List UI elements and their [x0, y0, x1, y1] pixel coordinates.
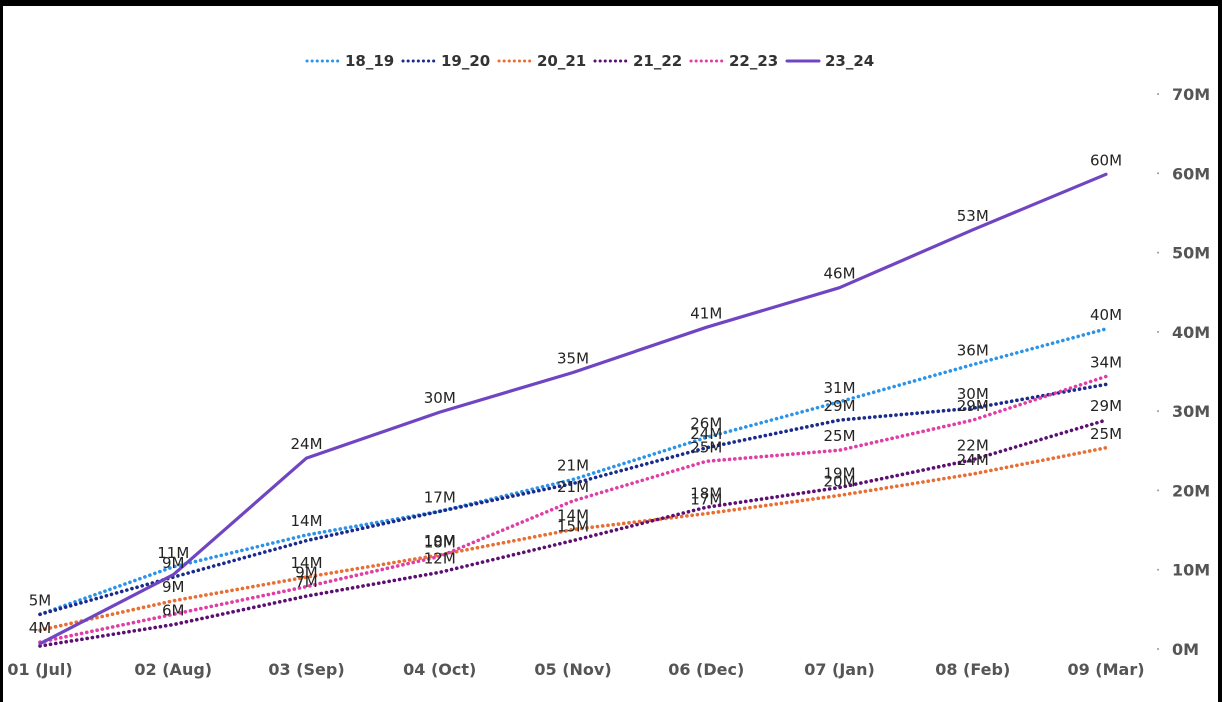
- legend: 18_19 19_20 20_21 21_22 22_23 23_24: [305, 52, 874, 70]
- y-tick-label-70m: 70M: [1172, 85, 1210, 104]
- series-line-18-19: [38, 327, 1108, 617]
- data-label-20-21-3: 10M: [424, 532, 456, 550]
- data-label-21-22-5: 18M: [690, 484, 722, 502]
- y-axis: 0M 10M 20M 30M 40M 50M 60M 70M: [1157, 85, 1210, 659]
- data-label-21-22-3: 12M: [424, 549, 456, 567]
- y-tick-label-30m: 30M: [1172, 402, 1210, 421]
- x-tick-label-07-jan: 07 (Jan): [804, 660, 875, 679]
- legend-label-18-19[interactable]: 18_19: [345, 52, 394, 70]
- x-tick-label-08-feb: 08 (Feb): [935, 660, 1010, 679]
- data-label-18-19-7: 36M: [957, 342, 989, 360]
- data-label-22-23-2: 9M: [295, 564, 318, 582]
- y-tick-mark: [1157, 648, 1159, 650]
- data-label-23-24-2: 24M: [290, 435, 322, 453]
- y-tick-mark: [1157, 410, 1159, 413]
- y-tick-label-10m: 10M: [1172, 561, 1210, 580]
- data-label-18-19-0: 5M: [29, 591, 52, 609]
- data-label-20-21-8: 25M: [1090, 425, 1122, 443]
- data-label-23-24-4: 35M: [557, 350, 589, 368]
- legend-label-21-22[interactable]: 21_22: [633, 52, 682, 70]
- series-line-22-23: [38, 374, 1108, 644]
- y-tick-label-40m: 40M: [1172, 323, 1210, 342]
- data-label-23-24-3: 30M: [424, 389, 456, 407]
- data-label-20-21-1: 9M: [162, 578, 185, 596]
- data-label-21-22-1: 6M: [162, 602, 185, 620]
- series-line-20-21: [38, 445, 1108, 633]
- legend-label-23-24[interactable]: 23_24: [825, 52, 874, 70]
- x-tick-label-04-oct: 04 (Oct): [403, 660, 476, 679]
- data-label-19-20-7: 30M: [957, 385, 989, 403]
- data-labels: 5M11M14M17M21M26M31M36M40M9M24M29M30M9M1…: [29, 151, 1122, 637]
- data-label-18-19-3: 17M: [424, 488, 456, 506]
- data-label-21-22-2: 7M: [295, 573, 318, 591]
- series-line-21-22: [38, 418, 1108, 648]
- y-tick-mark: [1157, 568, 1159, 571]
- data-label-22-23-3: 18M: [424, 533, 456, 551]
- data-label-19-20-1: 9M: [162, 554, 185, 572]
- legend-label-20-21[interactable]: 20_21: [537, 52, 586, 70]
- x-tick-label-09-mar: 09 (Mar): [1067, 660, 1144, 679]
- data-label-20-21-2: 14M: [290, 554, 322, 572]
- legend-label-19-20[interactable]: 19_20: [441, 52, 490, 70]
- y-tick-mark: [1157, 489, 1159, 492]
- data-label-23-24-7: 53M: [957, 207, 989, 225]
- data-label-18-19-2: 14M: [290, 512, 322, 530]
- y-tick-mark: [1157, 93, 1159, 95]
- data-label-22-23-4: 21M: [557, 478, 589, 496]
- data-label-20-21-7: 24M: [957, 451, 989, 469]
- x-tick-label-06-dec: 06 (Dec): [668, 660, 744, 679]
- data-label-19-20-5: 24M: [690, 425, 722, 443]
- data-label-22-23-8: 34M: [1090, 353, 1122, 371]
- data-label-22-23-6: 25M: [823, 427, 855, 445]
- data-label-20-21-5: 17M: [690, 491, 722, 509]
- data-label-22-23-0: 4M: [29, 619, 52, 637]
- data-label-22-23-5: 25M: [690, 438, 722, 456]
- data-label-18-19-6: 31M: [823, 379, 855, 397]
- legend-label-22-23[interactable]: 22_23: [729, 52, 778, 70]
- x-axis: 01 (Jul) 02 (Aug) 03 (Sep) 04 (Oct) 05 (Nov)…: [7, 660, 1144, 679]
- data-label-20-21-4: 14M: [557, 506, 589, 524]
- y-tick-label-0m: 0M: [1172, 640, 1199, 659]
- data-label-18-19-8: 40M: [1090, 306, 1122, 324]
- data-label-18-19-4: 21M: [557, 457, 589, 475]
- data-label-18-19-5: 26M: [690, 415, 722, 433]
- data-label-19-20-6: 29M: [823, 397, 855, 415]
- data-label-20-21-6: 20M: [823, 472, 855, 490]
- y-tick-mark: [1157, 330, 1159, 333]
- series-lines: [38, 172, 1108, 648]
- data-label-23-24-6: 46M: [823, 265, 855, 283]
- y-tick-label-50m: 50M: [1172, 244, 1210, 263]
- y-tick-mark: [1157, 251, 1159, 254]
- data-label-23-24-5: 41M: [690, 304, 722, 322]
- data-label-22-23-7: 29M: [957, 397, 989, 415]
- data-label-21-22-8: 29M: [1090, 397, 1122, 415]
- data-label-21-22-7: 22M: [957, 437, 989, 455]
- x-tick-label-01-jul: 01 (Jul): [7, 660, 72, 679]
- y-tick-label-60m: 60M: [1172, 164, 1210, 183]
- x-tick-label-03-sep: 03 (Sep): [268, 660, 344, 679]
- data-label-21-22-4: 15M: [557, 518, 589, 536]
- y-tick-mark: [1157, 172, 1159, 175]
- data-label-21-22-6: 19M: [823, 464, 855, 482]
- series-line-23-24: [38, 172, 1108, 646]
- data-label-18-19-1: 11M: [157, 544, 189, 562]
- x-tick-label-05-nov: 05 (Nov): [534, 660, 611, 679]
- series-line-19-20: [38, 382, 1108, 617]
- y-tick-label-20m: 20M: [1172, 481, 1210, 500]
- data-label-23-24-8: 60M: [1090, 151, 1122, 169]
- x-tick-label-02-aug: 02 (Aug): [134, 660, 212, 679]
